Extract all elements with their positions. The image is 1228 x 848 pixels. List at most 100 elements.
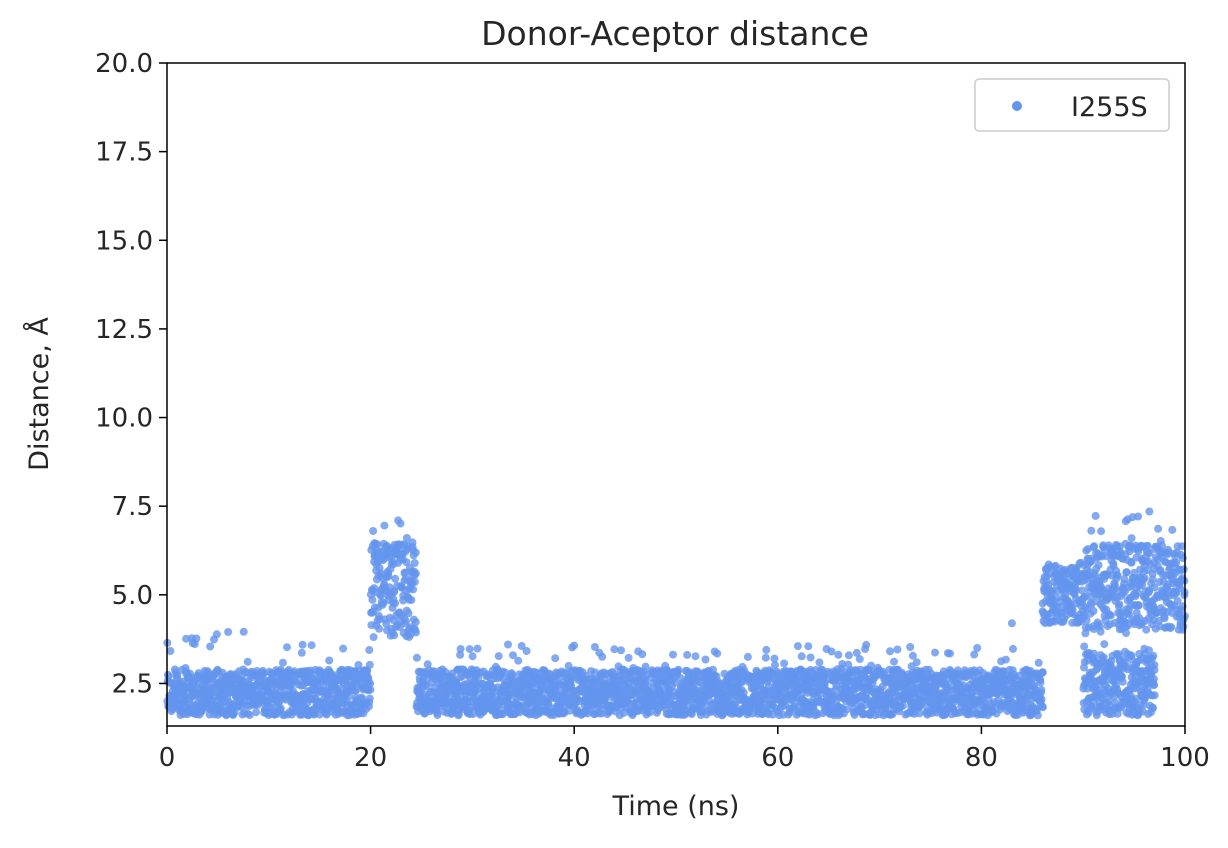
- data-point: [1109, 559, 1118, 568]
- data-point: [166, 647, 175, 655]
- data-point: [382, 619, 391, 628]
- data-point: [1149, 651, 1158, 660]
- y-tick-label: 17.5: [95, 138, 153, 168]
- data-point: [375, 624, 384, 633]
- data-point: [325, 656, 334, 665]
- data-point: [761, 653, 770, 662]
- data-points: [163, 507, 1189, 720]
- data-point: [456, 645, 465, 653]
- data-point: [1148, 575, 1157, 584]
- data-point: [912, 658, 921, 667]
- data-point: [369, 527, 378, 535]
- data-point: [283, 643, 291, 652]
- data-point: [610, 645, 619, 654]
- data-point: [886, 647, 894, 656]
- data-point: [570, 641, 579, 650]
- y-tick-label: 12.5: [95, 315, 153, 345]
- data-point: [384, 572, 393, 581]
- y-tick-label: 2.5: [112, 669, 153, 699]
- data-point: [391, 599, 400, 608]
- data-point: [855, 655, 864, 664]
- x-axis-label: Time (ns): [612, 791, 740, 822]
- data-point: [743, 652, 752, 661]
- data-point: [598, 652, 607, 661]
- data-point: [345, 692, 354, 700]
- data-point: [1091, 511, 1100, 520]
- data-point: [494, 652, 503, 661]
- data-point: [351, 687, 360, 696]
- data-point: [1150, 681, 1158, 690]
- x-tick-label: 60: [761, 743, 794, 773]
- data-point: [409, 585, 418, 594]
- data-point: [339, 644, 348, 653]
- data-point: [468, 652, 477, 661]
- data-point: [173, 671, 182, 680]
- data-point: [368, 595, 377, 604]
- data-point: [380, 521, 389, 530]
- data-point: [433, 711, 442, 720]
- data-point: [674, 665, 683, 674]
- data-point: [509, 651, 517, 660]
- data-point: [410, 577, 419, 586]
- data-point: [1150, 666, 1159, 674]
- data-point: [1007, 619, 1016, 628]
- data-point: [1154, 524, 1163, 533]
- data-point: [638, 650, 647, 659]
- data-point: [691, 652, 700, 661]
- data-point: [641, 662, 650, 671]
- data-point: [1033, 711, 1042, 720]
- data-point: [1094, 561, 1103, 570]
- data-point: [1087, 526, 1096, 535]
- data-point: [1127, 534, 1136, 543]
- data-point: [407, 596, 416, 605]
- data-point: [1167, 623, 1176, 631]
- y-tick-label: 10.0: [95, 404, 153, 434]
- data-point: [1142, 625, 1151, 634]
- data-point: [394, 516, 403, 525]
- data-point: [973, 644, 982, 652]
- data-point: [473, 644, 482, 653]
- data-point: [369, 633, 378, 642]
- legend-label: I255S: [1071, 92, 1148, 123]
- data-point: [1122, 568, 1131, 577]
- data-point: [402, 617, 410, 626]
- data-point: [1149, 704, 1157, 713]
- data-point: [412, 628, 420, 637]
- data-point: [454, 710, 463, 719]
- data-point: [1095, 622, 1104, 631]
- data-point: [365, 660, 374, 669]
- data-point: [412, 653, 421, 662]
- data-point: [762, 645, 771, 654]
- data-point: [793, 642, 802, 651]
- y-tick-label: 15.0: [95, 226, 153, 256]
- data-point: [514, 656, 523, 665]
- data-point: [411, 618, 420, 627]
- data-point: [669, 650, 677, 659]
- data-point: [1080, 642, 1089, 651]
- y-tick-label: 20.0: [95, 49, 153, 79]
- data-point: [1001, 655, 1010, 664]
- data-point: [1089, 607, 1098, 615]
- data-point: [1106, 611, 1115, 620]
- data-point: [1118, 677, 1127, 686]
- data-point: [931, 648, 939, 657]
- data-point: [411, 569, 420, 578]
- data-point: [243, 657, 252, 666]
- data-point: [815, 658, 824, 667]
- data-point: [245, 711, 254, 719]
- data-point: [780, 659, 789, 668]
- data-point: [276, 704, 285, 713]
- data-point: [862, 640, 871, 649]
- data-point: [307, 641, 316, 650]
- data-point: [465, 645, 474, 654]
- legend-marker: [1012, 101, 1022, 111]
- legend: I255S: [974, 78, 1170, 132]
- data-point: [224, 628, 233, 636]
- data-point: [504, 640, 512, 649]
- data-point: [1036, 678, 1045, 687]
- data-point: [402, 534, 411, 542]
- data-point: [390, 631, 399, 640]
- data-point: [827, 647, 836, 656]
- data-point: [1100, 640, 1109, 649]
- y-tick-label: 5.0: [112, 581, 153, 611]
